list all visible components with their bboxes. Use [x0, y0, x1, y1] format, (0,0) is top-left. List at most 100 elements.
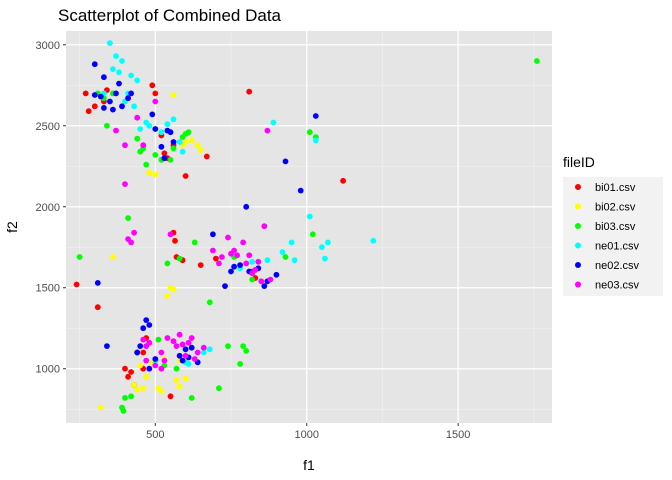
- data-point: [264, 127, 271, 134]
- data-point: [279, 249, 286, 256]
- data-point: [164, 121, 171, 127]
- data-point: [158, 129, 165, 136]
- data-point: [213, 255, 219, 262]
- data-point: [237, 361, 244, 367]
- data-point: [206, 346, 213, 353]
- data-point: [282, 254, 289, 260]
- y-tick-label: 3000: [36, 40, 60, 52]
- data-point: [282, 158, 289, 165]
- data-point: [194, 142, 201, 149]
- data-point: [173, 377, 180, 383]
- data-point: [140, 349, 147, 356]
- data-point: [104, 122, 110, 129]
- data-point: [340, 177, 346, 184]
- data-point: [188, 395, 195, 401]
- data-point: [167, 393, 174, 400]
- data-point: [170, 92, 177, 98]
- data-point: [125, 373, 131, 380]
- data-point: [179, 341, 186, 348]
- y-tick-label: 1000: [36, 364, 60, 376]
- data-point: [246, 252, 253, 259]
- data-point: [116, 80, 122, 87]
- data-point: [246, 88, 253, 95]
- data-point: [167, 129, 174, 136]
- data-point: [222, 283, 228, 289]
- data-point: [140, 385, 147, 392]
- legend-swatch: [575, 262, 581, 268]
- data-point: [312, 137, 319, 144]
- data-point: [188, 137, 195, 144]
- data-point: [188, 344, 195, 351]
- data-point: [252, 267, 259, 273]
- data-point: [158, 349, 165, 356]
- data-point: [161, 357, 168, 364]
- data-point: [140, 336, 147, 343]
- data-point: [170, 286, 177, 293]
- data-point: [158, 143, 165, 150]
- data-point: [164, 260, 171, 267]
- data-point: [82, 90, 89, 97]
- data-point: [176, 352, 183, 359]
- data-point: [170, 116, 177, 123]
- y-axis: 1000 1500 2000 2500 3000: [36, 40, 66, 376]
- data-point: [234, 252, 241, 259]
- chart-title: Scatterplot of Combined Data: [58, 6, 282, 25]
- x-axis: 500 1000 1500: [146, 423, 470, 441]
- data-point: [249, 276, 256, 283]
- data-point: [534, 58, 540, 64]
- data-point: [152, 362, 159, 369]
- data-point: [297, 187, 304, 194]
- data-point: [167, 231, 174, 238]
- data-point: [325, 239, 331, 246]
- data-point: [134, 386, 141, 393]
- data-point: [182, 352, 189, 359]
- data-point: [225, 234, 231, 241]
- data-point: [185, 129, 192, 136]
- data-point: [110, 66, 116, 72]
- data-point: [258, 278, 265, 285]
- data-point: [122, 142, 128, 149]
- legend-swatch: [575, 281, 581, 288]
- data-point: [231, 263, 238, 270]
- data-point: [120, 408, 127, 414]
- data-point: [176, 331, 183, 338]
- data-point: [188, 335, 195, 341]
- data-point: [152, 126, 159, 132]
- data-point: [143, 357, 150, 364]
- data-point: [173, 365, 180, 372]
- data-point: [173, 343, 180, 349]
- data-point: [128, 369, 135, 375]
- data-point: [146, 122, 153, 129]
- data-point: [240, 343, 247, 349]
- data-point: [91, 92, 98, 98]
- data-point: [91, 61, 98, 68]
- data-point: [231, 247, 238, 254]
- data-point: [152, 98, 159, 105]
- data-point: [101, 105, 107, 111]
- data-point: [107, 40, 113, 46]
- data-point: [137, 362, 144, 369]
- data-point: [143, 317, 150, 323]
- data-point: [113, 90, 119, 97]
- data-point: [312, 113, 319, 119]
- data-point: [261, 283, 268, 289]
- legend-swatch: [575, 184, 581, 190]
- data-point: [319, 244, 325, 251]
- data-point: [76, 254, 83, 260]
- data-point: [85, 108, 92, 115]
- data-point: [113, 127, 119, 134]
- y-axis-title: f2: [4, 221, 20, 233]
- data-point: [194, 349, 201, 356]
- data-point: [134, 135, 141, 142]
- data-point: [131, 382, 138, 388]
- data-point: [264, 257, 271, 264]
- legend-title: fileID: [563, 154, 595, 170]
- data-point: [110, 254, 116, 260]
- data-point: [273, 271, 280, 278]
- data-point: [261, 223, 268, 230]
- data-point: [288, 239, 295, 246]
- data-point: [219, 254, 225, 260]
- data-point: [179, 148, 186, 155]
- data-point: [134, 77, 141, 84]
- data-point: [216, 260, 222, 267]
